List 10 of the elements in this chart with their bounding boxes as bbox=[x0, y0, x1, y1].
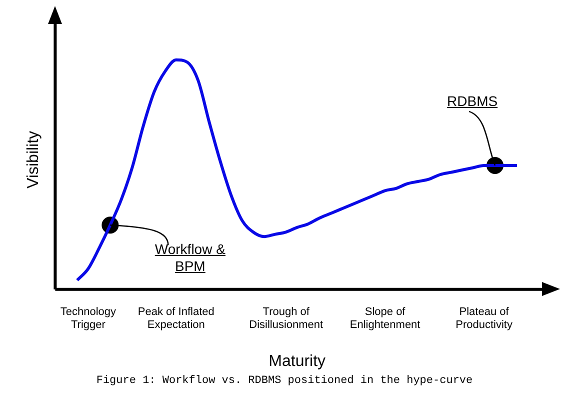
y-axis-title: Visibility bbox=[25, 130, 42, 188]
x-tick-label: Slope of Enlightenment bbox=[350, 306, 420, 332]
x-tick-label: Trough of Disillusionment bbox=[249, 306, 324, 332]
annotation: Workflow & BPM bbox=[154, 241, 226, 276]
x-tick-label: Technology Trigger bbox=[60, 306, 117, 332]
x-tick-label: Plateau of Productivity bbox=[456, 306, 513, 332]
annotation: RDBMS bbox=[447, 93, 498, 110]
x-tick-label: Peak of Inflated Expectation bbox=[138, 306, 214, 332]
x-axis-title: Maturity bbox=[268, 352, 326, 370]
caption: Figure 1: Workflow vs. RDBMS positioned in the hype-curve bbox=[95, 375, 474, 387]
